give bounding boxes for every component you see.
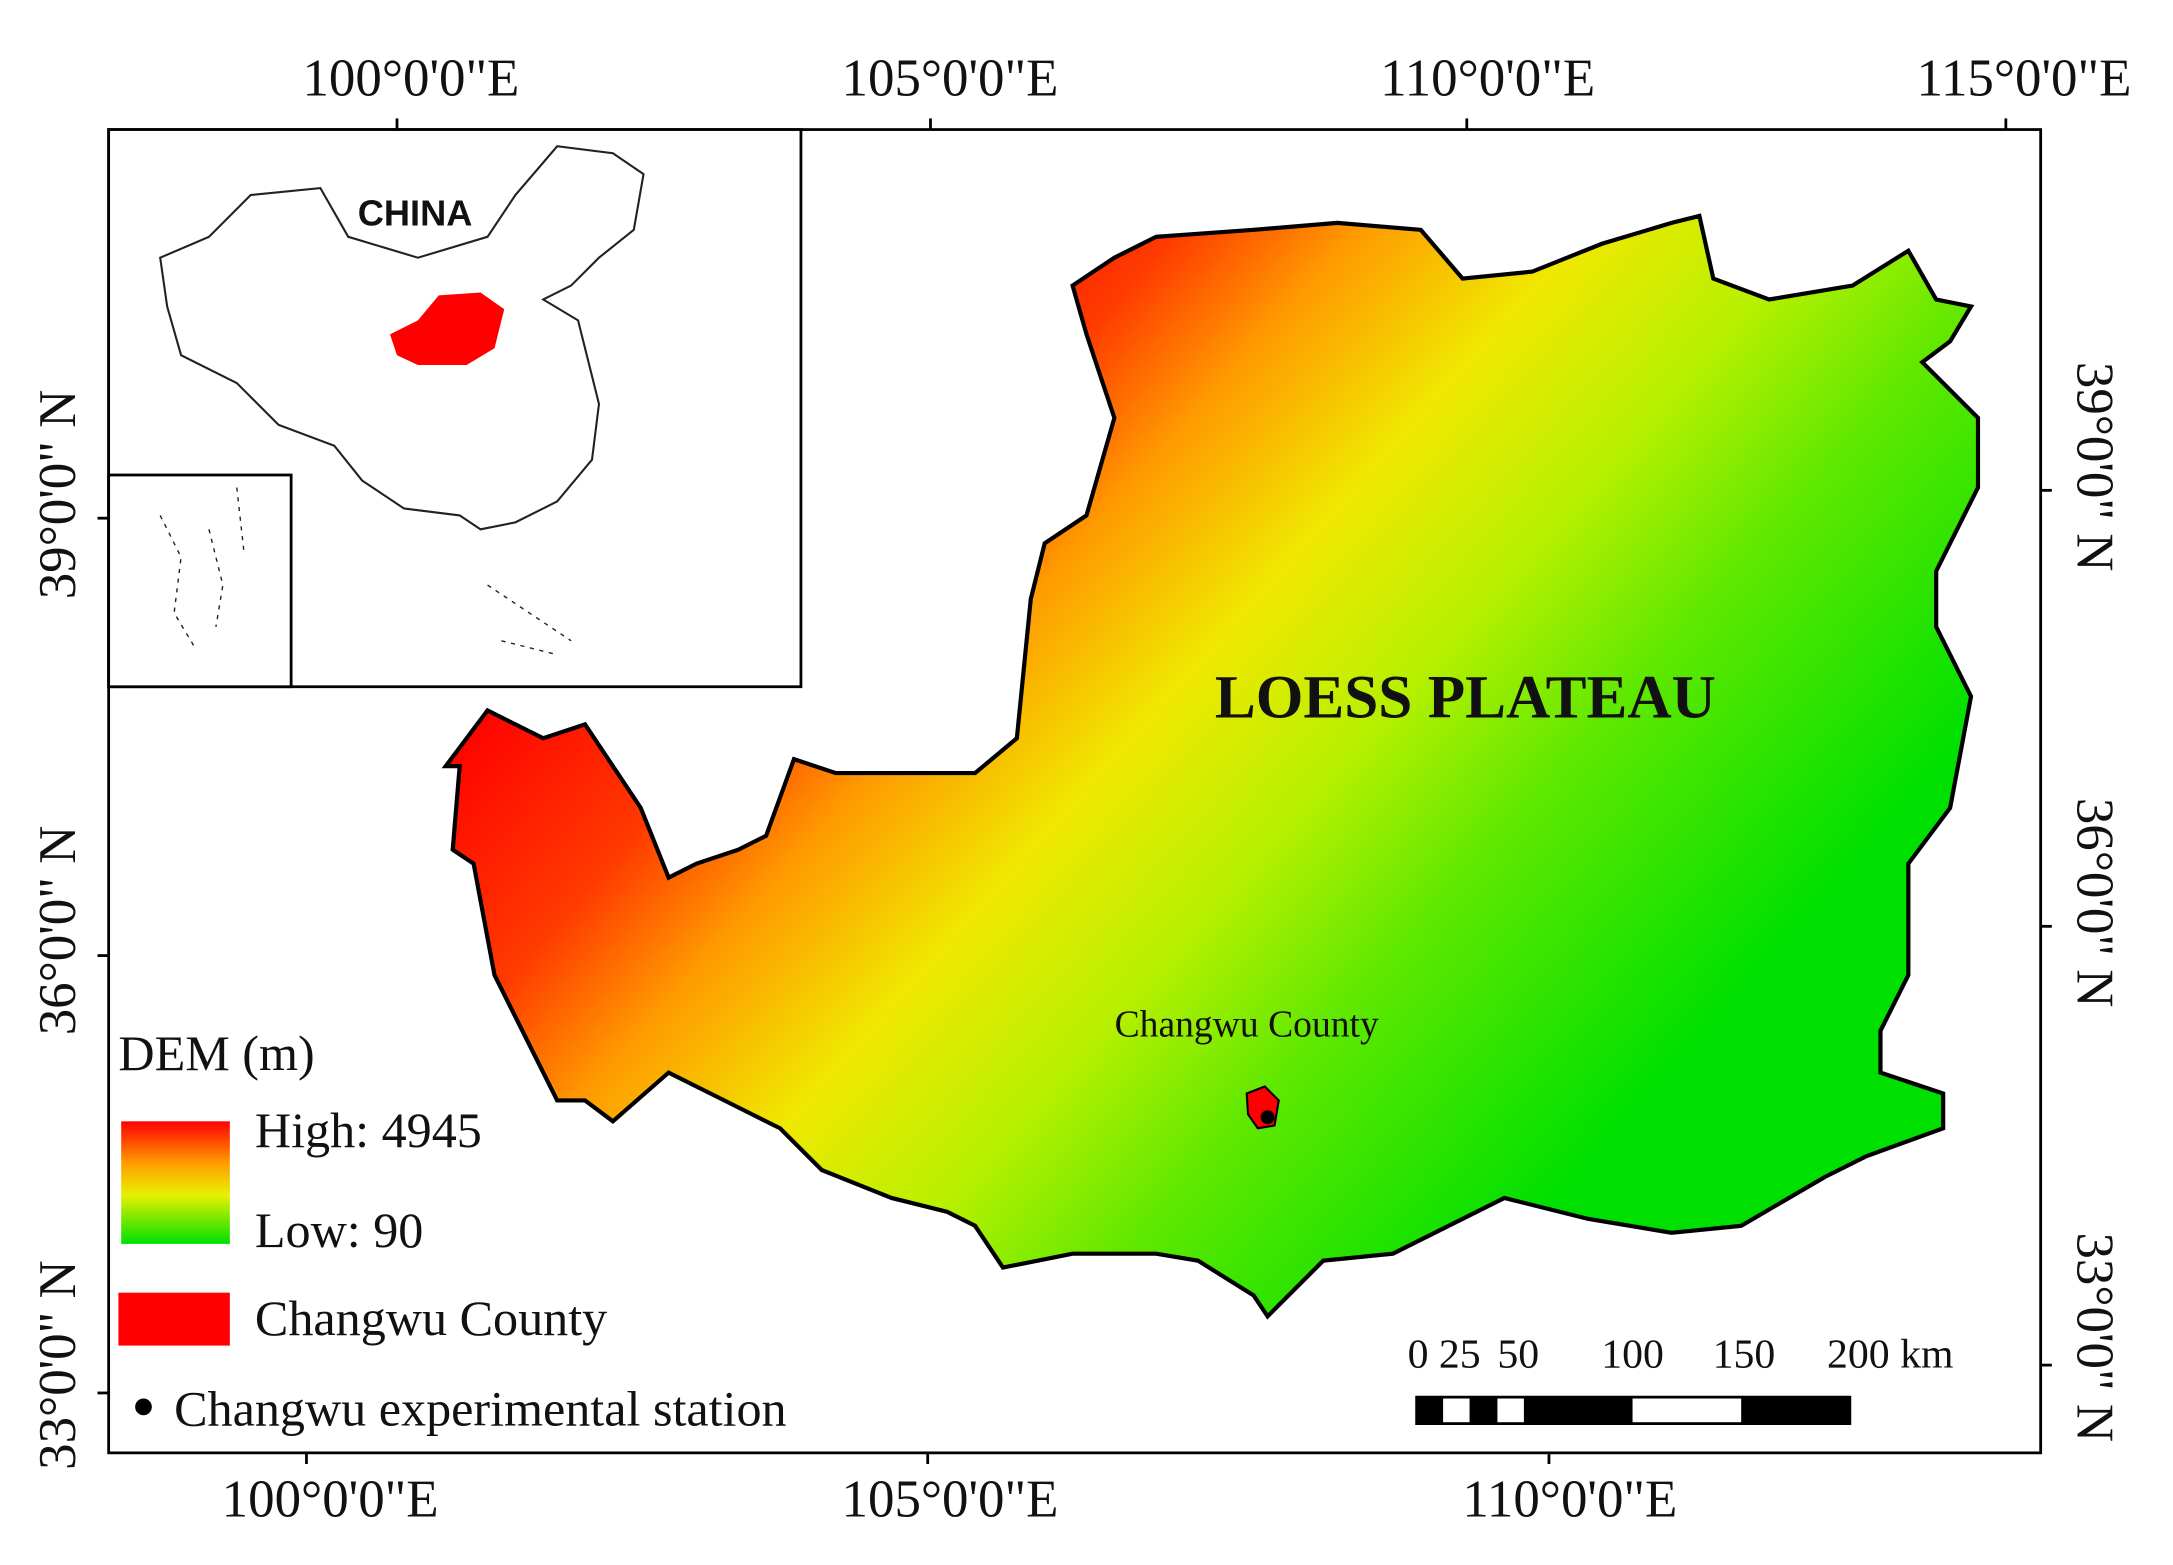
left-labels: 39°0'0" N 36°0'0" N 33°0'0" N xyxy=(29,390,87,1470)
scale-label: 150 xyxy=(1713,1332,1776,1378)
top-label: 110°0'0"E xyxy=(1380,50,1595,108)
scale-label: 200 km xyxy=(1827,1332,1953,1378)
bottom-label: 100°0'0"E xyxy=(222,1471,439,1529)
legend-station: Changwu experimental station xyxy=(174,1380,787,1436)
legend-title: DEM (m) xyxy=(118,1025,314,1081)
legend-county: Changwu County xyxy=(255,1290,607,1346)
scale-label: 25 xyxy=(1439,1332,1481,1378)
inset-loess xyxy=(390,292,505,365)
legend-station-dot xyxy=(135,1398,152,1416)
station-point xyxy=(1260,1110,1275,1125)
inset-label: CHINA xyxy=(358,192,473,233)
scale-label: 100 xyxy=(1601,1332,1664,1378)
top-label: 100°0'0"E xyxy=(302,50,519,108)
legend: DEM (m) High: 4945 Low: 90 Changwu Count… xyxy=(118,1025,787,1436)
south-sea-islands xyxy=(159,487,572,656)
ticks xyxy=(97,118,2052,1465)
top-label: 105°0'0"E xyxy=(842,50,1059,108)
legend-county-swatch xyxy=(118,1292,230,1346)
left-label: 33°0'0" N xyxy=(29,1260,87,1470)
top-labels: 100°0'0"E 105°0'0"E 110°0'0"E 115°0'0"E xyxy=(302,50,2131,108)
left-label: 36°0'0" N xyxy=(29,826,87,1036)
region-label: LOESS PLATEAU xyxy=(1215,664,1716,732)
scale-label: 50 xyxy=(1497,1332,1539,1378)
china-outline xyxy=(159,145,645,531)
bottom-label: 110°0'0"E xyxy=(1462,1471,1677,1529)
legend-gradient xyxy=(121,1121,230,1244)
top-label: 115°0'0"E xyxy=(1916,50,2131,108)
right-label: 36°0'0" N xyxy=(2065,798,2123,1008)
site-label: Changwu County xyxy=(1115,1004,1379,1046)
right-label: 39°0'0" N xyxy=(2065,362,2123,572)
right-labels: 39°0'0" N 36°0'0" N 33°0'0" N xyxy=(2065,362,2123,1442)
right-label: 33°0'0" N xyxy=(2065,1232,2123,1442)
bottom-labels: 100°0'0"E 105°0'0"E 110°0'0"E xyxy=(222,1471,1678,1529)
scale-bar: 0 25 50 100 150 200 km xyxy=(1408,1332,1953,1425)
south-sea-inset xyxy=(107,473,293,689)
left-label: 39°0'0" N xyxy=(29,390,87,600)
legend-low: Low: 90 xyxy=(255,1202,423,1258)
bottom-label: 105°0'0"E xyxy=(842,1471,1059,1529)
loess-plateau xyxy=(441,213,1981,1320)
legend-high: High: 4945 xyxy=(255,1102,482,1158)
scale-label: 0 xyxy=(1408,1332,1429,1378)
